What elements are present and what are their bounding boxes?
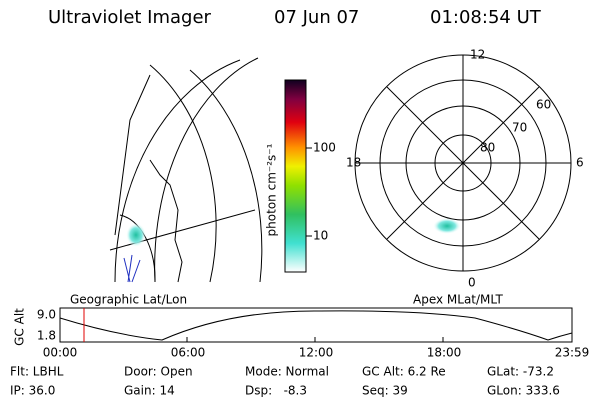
footer-field: IP: 36.0 bbox=[10, 384, 55, 398]
footer-field: Mode: Normal bbox=[245, 365, 329, 379]
mlt-label: 12 bbox=[470, 48, 485, 62]
orbit-axis-label: GC Alt bbox=[13, 308, 27, 346]
footer-field: GC Alt: 6.2 Re bbox=[362, 365, 446, 379]
mlt-label: 0 bbox=[468, 276, 476, 290]
mlat-label: 60 bbox=[536, 98, 551, 112]
orbit-y-label: 1.8 bbox=[37, 329, 56, 343]
footer-field: Flt: LBHL bbox=[10, 365, 64, 379]
colorbar-tick-label: 100 bbox=[313, 141, 336, 155]
instrument: Ultraviolet Imager bbox=[48, 7, 212, 28]
footer-field: GLat: -73.2 bbox=[487, 365, 554, 379]
time-label: 18:00 bbox=[427, 346, 462, 360]
colorbar-label: photon cm⁻²s⁻¹ bbox=[265, 143, 279, 236]
time-label: 00:00 bbox=[43, 346, 78, 360]
polar-caption: Apex MLat/MLT bbox=[413, 293, 503, 307]
orbit-y-label: 9.0 bbox=[37, 308, 56, 322]
footer-field: Dsp: -8.3 bbox=[245, 384, 307, 398]
date: 07 Jun 07 bbox=[274, 7, 359, 28]
mlt-label: 6 bbox=[576, 156, 584, 170]
footer-field: Gain: 14 bbox=[124, 384, 175, 398]
footer-field: GLon: 333.6 bbox=[487, 384, 560, 398]
polar-plot bbox=[354, 54, 572, 272]
time-label: 06:00 bbox=[171, 346, 206, 360]
orbit-plot bbox=[59, 307, 573, 343]
map-caption: Geographic Lat/Lon bbox=[70, 293, 187, 307]
footer-field: Door: Open bbox=[124, 365, 193, 379]
mlat-label: 80 bbox=[480, 141, 495, 155]
colorbar-tick-label: 10 bbox=[313, 229, 328, 243]
mlat-label: 70 bbox=[512, 121, 527, 135]
time-label: 12:00 bbox=[299, 346, 334, 360]
time-axis: 00:00 06:00 12:00 18:00 23:59 bbox=[43, 346, 590, 360]
colorbar bbox=[284, 79, 307, 273]
time-label: 23:59 bbox=[555, 346, 590, 360]
footer-field: Seq: 39 bbox=[362, 384, 408, 398]
time: 01:08:54 UT bbox=[430, 7, 542, 28]
footer: Flt: LBHL Door: Open Mode: Normal GC Alt: 6… bbox=[10, 365, 560, 398]
mlt-label: 18 bbox=[346, 156, 361, 170]
map-plot bbox=[109, 57, 263, 283]
